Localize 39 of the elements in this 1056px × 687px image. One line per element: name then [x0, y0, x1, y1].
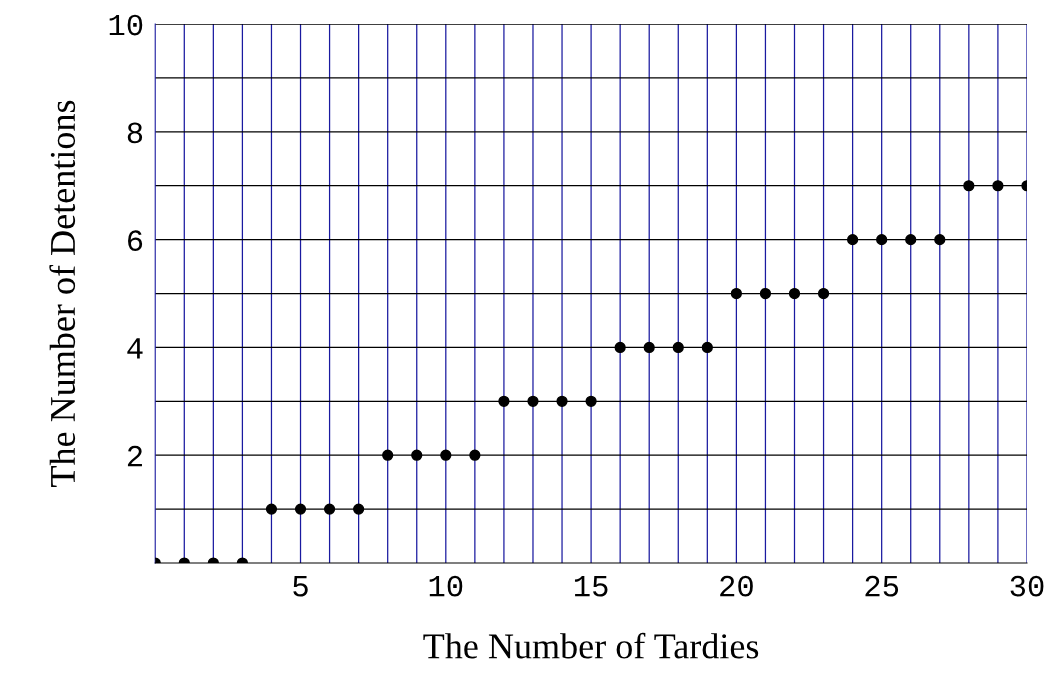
y-tick-label: 6 [128, 230, 143, 251]
point [556, 395, 568, 407]
point [498, 395, 510, 407]
point [614, 341, 626, 354]
x-tick-label: 30 [1010, 575, 1044, 597]
point [294, 503, 307, 515]
y-tick-label: 2 [127, 445, 142, 467]
point [934, 234, 946, 246]
point [992, 180, 1004, 192]
x-tick-label: 15 [574, 576, 608, 597]
point [817, 287, 830, 300]
point [353, 503, 365, 515]
point [905, 234, 917, 246]
point [411, 449, 423, 461]
point [759, 287, 772, 300]
x-tick-label: 20 [720, 575, 753, 597]
point [672, 341, 684, 354]
point [323, 503, 336, 515]
y-tick-label: 8 [127, 122, 143, 144]
point [527, 395, 539, 407]
y-axis-title: The Number of Detentions [49, 100, 76, 487]
point [876, 234, 888, 246]
point [382, 449, 394, 461]
point [730, 287, 742, 300]
point [643, 341, 655, 354]
point [701, 341, 713, 354]
point [440, 449, 452, 461]
point [847, 234, 859, 246]
point [265, 503, 278, 515]
x-tick-label: 5 [293, 576, 308, 597]
y-tick-label: 10 [109, 14, 143, 36]
x-tick-label: 10 [429, 575, 463, 597]
x-tick-label: 25 [865, 575, 899, 597]
y-tick-label: 4 [127, 338, 143, 359]
point [963, 180, 975, 192]
point [469, 449, 481, 461]
point [788, 287, 801, 300]
point [585, 395, 597, 407]
x-axis-title: The Number of Tardies [423, 632, 759, 659]
